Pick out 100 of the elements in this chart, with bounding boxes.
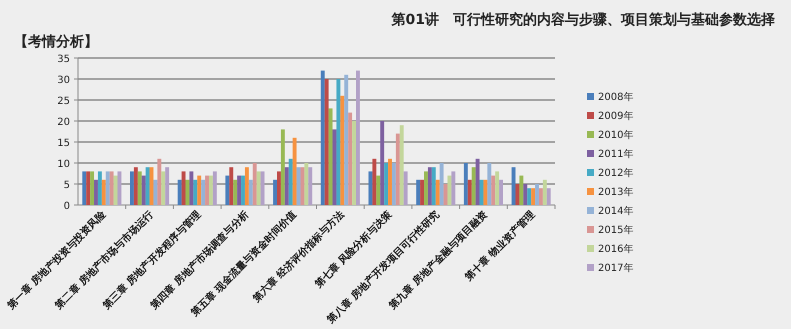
legend-label: 2008年 (598, 91, 634, 103)
bar (538, 188, 543, 205)
bar (288, 158, 293, 205)
bar (300, 167, 304, 205)
bar (193, 180, 198, 205)
bar (182, 171, 186, 205)
bar (336, 79, 340, 205)
bar (328, 108, 333, 205)
bar (225, 176, 230, 205)
bar (102, 180, 106, 205)
y-tick-label: 15 (57, 138, 70, 149)
legend-label: 2010年 (598, 129, 634, 141)
bar (376, 176, 380, 205)
legend-label: 2015年 (598, 224, 634, 236)
bar (130, 171, 134, 205)
bar (542, 180, 547, 205)
bar (420, 180, 424, 205)
bar (432, 167, 436, 205)
bar (241, 176, 245, 205)
bar (348, 112, 352, 205)
bar (535, 184, 539, 205)
bar (94, 180, 98, 205)
legend-label: 2016年 (598, 243, 634, 255)
legend-label: 2014年 (598, 205, 634, 217)
bar (201, 180, 206, 205)
bar (476, 158, 480, 205)
text: 第01讲 可行性研究的内容与步骤、项目策划与基础参数选择 (390, 11, 775, 28)
bar (480, 180, 484, 205)
bar (292, 138, 297, 205)
bar (86, 171, 90, 205)
text: 【考情分析】 (14, 34, 98, 50)
bar (153, 180, 158, 205)
bar (472, 167, 476, 205)
legend-label: 2017年 (598, 262, 634, 274)
bar (440, 163, 444, 205)
bar (233, 180, 238, 205)
bar (491, 176, 496, 205)
bar (110, 171, 114, 205)
bar (380, 121, 384, 205)
bar (277, 171, 281, 205)
bar (340, 96, 344, 205)
legend-label: 2013年 (598, 186, 634, 198)
bar (428, 167, 432, 205)
bar (356, 70, 360, 205)
bar (197, 176, 202, 205)
bar (296, 167, 300, 205)
bar (531, 188, 536, 205)
bar (352, 121, 356, 205)
bar (464, 163, 468, 205)
y-tick-label: 25 (57, 96, 70, 107)
legend-label: 2009年 (598, 110, 634, 122)
bar (384, 163, 388, 205)
bar (244, 167, 249, 205)
bar (142, 176, 146, 205)
bar (404, 171, 408, 205)
bar (134, 167, 138, 205)
bar (332, 129, 336, 205)
bar (256, 171, 261, 205)
bar (396, 134, 400, 205)
bar (178, 180, 182, 205)
bar (372, 158, 376, 205)
bar (186, 180, 190, 205)
y-tick-label: 35 (57, 54, 70, 65)
legend-label: 2012年 (598, 167, 634, 179)
bar (527, 188, 532, 205)
bar (248, 180, 253, 205)
bar (483, 180, 488, 205)
bar (487, 163, 492, 205)
bar (304, 163, 308, 205)
legend-label: 2011年 (598, 148, 634, 160)
bar (280, 129, 285, 205)
bar (212, 171, 217, 205)
bar (165, 167, 170, 205)
bar (495, 171, 500, 205)
y-tick-label: 10 (57, 159, 70, 170)
bar (416, 180, 420, 205)
bar (324, 79, 329, 205)
bar (447, 176, 452, 205)
y-tick-label: 30 (57, 75, 70, 86)
bar (237, 176, 242, 205)
bar (157, 158, 162, 205)
bar (205, 176, 209, 205)
bar (189, 171, 194, 205)
bar (392, 163, 396, 205)
y-tick-label: 0 (64, 201, 70, 212)
y-tick-label: 20 (57, 117, 70, 128)
bar (516, 184, 520, 205)
bar (388, 158, 392, 205)
bar (114, 176, 118, 205)
bar (424, 171, 428, 205)
bar (229, 167, 234, 205)
bar (146, 167, 150, 205)
bar (444, 184, 448, 205)
bar (273, 180, 278, 205)
bar (90, 171, 94, 205)
bar (98, 171, 102, 205)
bar (150, 167, 154, 205)
bar (284, 167, 289, 205)
bar (260, 171, 265, 205)
y-tick-label: 5 (64, 180, 70, 191)
